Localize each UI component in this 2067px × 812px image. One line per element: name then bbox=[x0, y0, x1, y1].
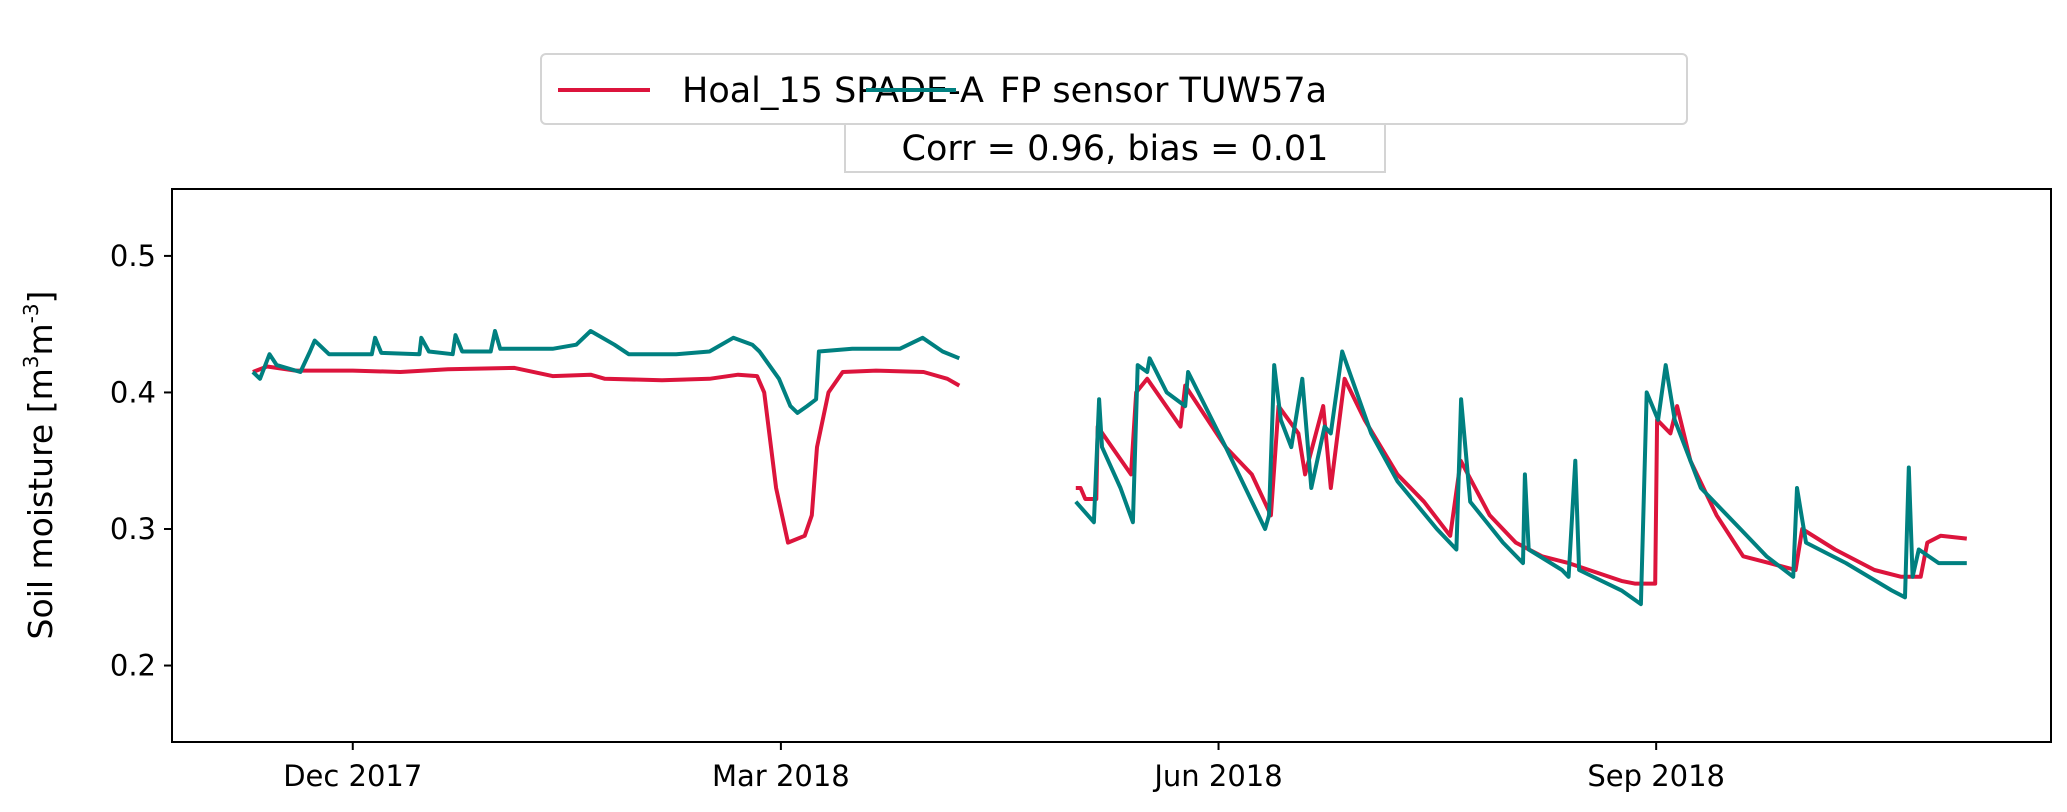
x-tick-label: Dec 2017 bbox=[283, 759, 422, 793]
y-axis: 0.2 0.3 0.4 0.5 bbox=[110, 239, 172, 683]
series-layer bbox=[251, 329, 1968, 607]
series-line-hoal15-segment-2 bbox=[1075, 376, 1968, 586]
legend-label-fp-sensor: FP sensor TUW57a bbox=[1000, 71, 1327, 111]
y-axis-label-sup1: 3 bbox=[19, 356, 43, 369]
stats-annotation: Corr = 0.96, bias = 0.01 bbox=[844, 123, 1386, 173]
series-line-fp-sensor-segment-2 bbox=[1074, 349, 1967, 607]
stats-text: Corr = 0.96, bias = 0.01 bbox=[902, 129, 1329, 169]
y-tick-label: 0.5 bbox=[110, 239, 156, 273]
y-tick-label: 0.3 bbox=[110, 512, 156, 546]
y-axis-label-mid: m bbox=[21, 323, 60, 355]
y-axis-label: Soil moisture [m3m-3] bbox=[19, 291, 60, 640]
legend: Hoal_15 SPADE-A FP sensor TUW57a bbox=[540, 53, 1688, 125]
stats-box bbox=[844, 123, 1386, 173]
y-axis-label-end: ] bbox=[21, 291, 60, 304]
y-axis-label-main: Soil moisture [m bbox=[21, 368, 60, 639]
plot-area-frame bbox=[171, 188, 2052, 743]
x-tick-label: Jun 2018 bbox=[1152, 759, 1282, 793]
x-tick-label: Sep 2018 bbox=[1587, 759, 1725, 793]
y-tick-label: 0.2 bbox=[110, 649, 156, 683]
y-axis-label-sup2: -3 bbox=[19, 303, 43, 323]
y-tick-label: 0.4 bbox=[110, 375, 156, 409]
series-line-hoal15-segment-1 bbox=[252, 364, 961, 545]
series-line-fp-sensor-segment-1 bbox=[251, 329, 961, 415]
x-tick-label: Mar 2018 bbox=[712, 759, 850, 793]
x-axis: Dec 2017 Mar 2018 Jun 2018 Sep 2018 bbox=[283, 742, 1725, 793]
